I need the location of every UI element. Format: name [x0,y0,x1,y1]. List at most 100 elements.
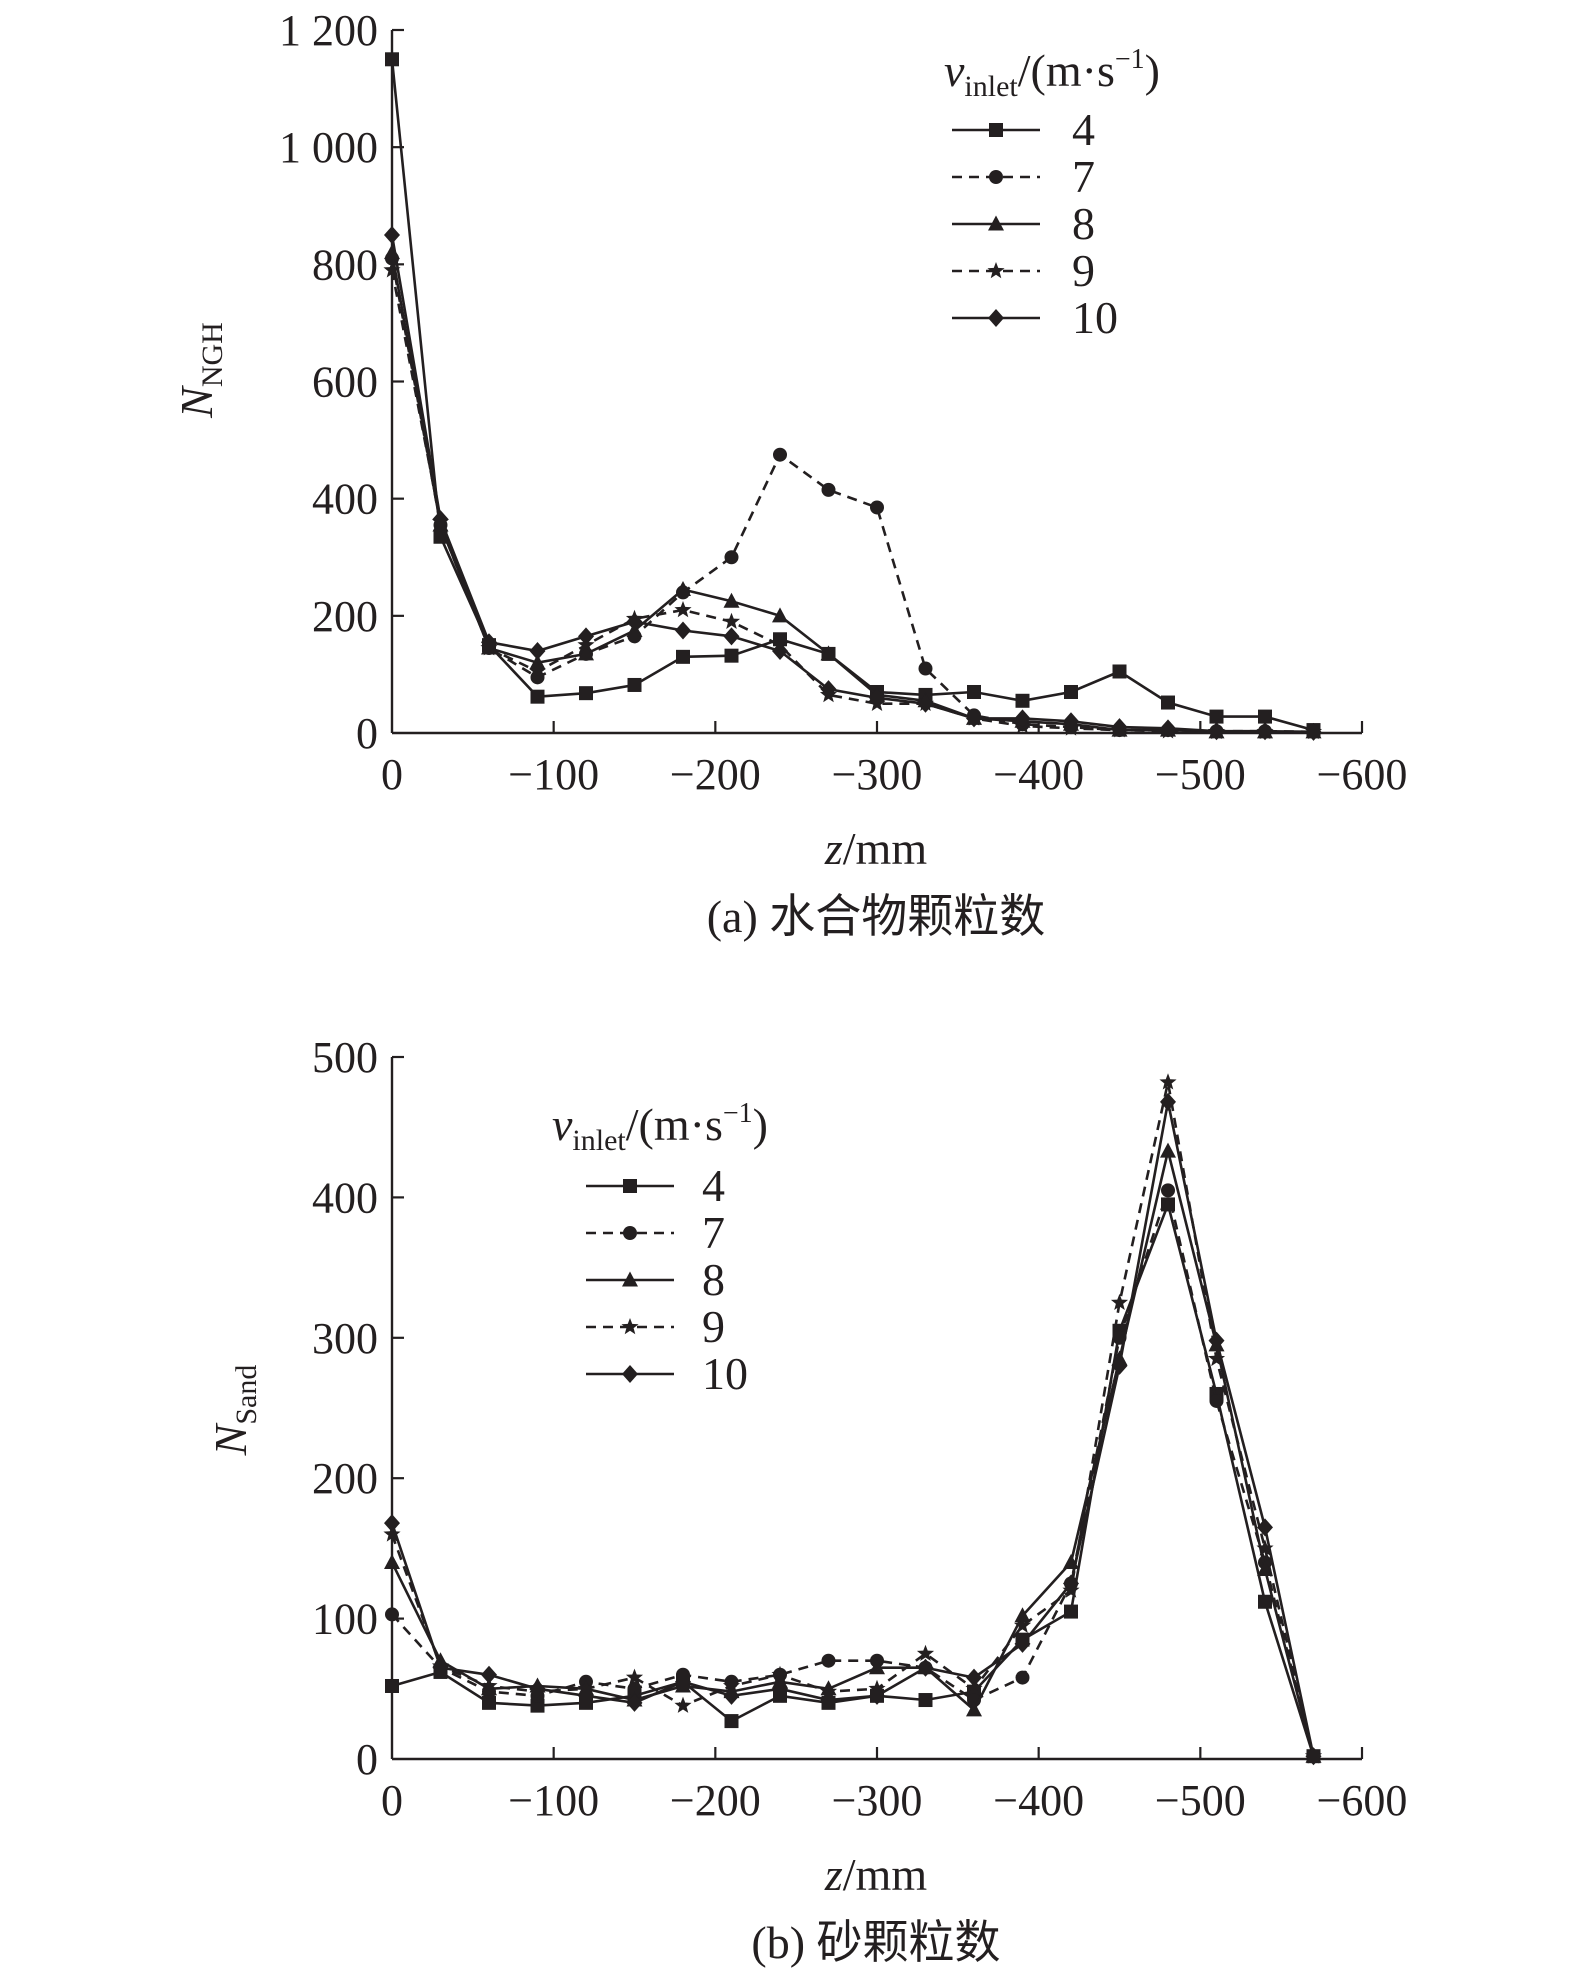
legend-title-sup-b: −1 [723,1098,753,1129]
x-axis-title-a: z/mm [824,823,927,874]
y-tick-label-a: 0 [356,709,378,758]
data-point-a-10 [1160,719,1176,738]
data-point-a-9 [722,612,741,629]
data-point-b-9 [916,1644,935,1661]
data-point-a-8 [384,244,400,260]
legend-marker-b-7 [623,1226,637,1240]
legend-label-a-7: 7 [1072,151,1095,202]
y-axis-var-b: N [205,1422,256,1456]
legend-marker-a-8 [988,215,1004,231]
x-tick-label-a: −300 [832,750,923,799]
y-tick-label-a: 200 [312,592,378,641]
data-point-a-10 [1063,712,1079,731]
data-point-a-9 [674,600,692,618]
data-point-b-4 [530,1698,545,1713]
data-point-b-7 [821,1653,836,1668]
data-point-b-8 [384,1553,400,1569]
data-point-a-7 [870,500,884,515]
axes-b [390,1057,1362,1761]
data-point-b-9 [965,1679,983,1697]
x-tick-label-a: −200 [670,750,761,799]
ticks-b: 0 100 200 300 400 500 0 −100 −200 −300 −400 −500 −60… [312,1033,1407,1825]
data-point-b-10 [820,1691,837,1710]
y-axis-sub-b: Sand [230,1365,263,1425]
data-point-b-10 [384,1514,400,1533]
data-point-a-9 [383,261,401,278]
legend-item-a-4: 4 [952,104,1095,155]
data-point-a-7 [918,661,933,676]
axes-a [390,30,1362,735]
series-line-a-7 [390,258,1314,734]
legend-title-b: vinlet/(m·s−1) [552,1098,768,1157]
data-point-a-7 [821,482,836,497]
data-point-b-9 [771,1665,789,1683]
legend-marker-a-10 [988,309,1004,327]
y-tick-label-a: 800 [312,240,378,289]
legend-marker-a-9 [987,262,1005,279]
data-point-b-9 [1207,1349,1226,1367]
data-point-a-10 [869,688,885,707]
series-line-b-10 [390,1101,1315,1757]
series-a-10 [384,226,1322,741]
data-point-a-4 [1209,709,1224,724]
data-point-b-9 [1159,1073,1177,1090]
x-axis-var-b: z [824,1849,843,1900]
data-point-b-8 [1014,1607,1031,1623]
data-point-a-10 [529,641,546,660]
series-b-8 [384,1142,1322,1763]
legend-item-a-9: 9 [952,245,1095,296]
x-tick-label-a: −400 [993,750,1084,799]
x-tick-label-a: −100 [508,750,599,799]
data-point-a-8 [772,607,788,623]
data-point-b-4 [724,1714,739,1729]
data-point-a-10 [917,694,934,713]
data-point-a-10 [772,641,788,660]
legend-title-a: vinlet/(m·s−1) [944,44,1160,103]
legend-label-a-8: 8 [1072,198,1095,249]
legend-marker-a-4 [989,123,1003,137]
x-axis-unit-b: /mm [843,1849,928,1900]
legend-item-a-10: 10 [952,292,1118,343]
caption-a: (a) 水合物颗粒数 [707,891,1046,942]
y-axis-title-b: NSand [205,1365,263,1457]
data-point-b-10 [1160,1092,1176,1111]
data-point-a-4 [1161,695,1175,710]
y-tick-label-a: 600 [312,358,378,407]
legend-marker-b-9 [621,1318,639,1335]
data-point-a-10 [626,612,643,631]
legend-marker-b-4 [623,1179,637,1193]
x-tick-label-a: 0 [381,750,403,799]
legend-label-a-10: 10 [1072,292,1118,343]
y-axis-title-a: NNGH [171,322,229,419]
series-group-b [383,1073,1323,1766]
y-axis-sub-a: NGH [196,322,229,387]
data-point-a-9 [528,662,547,679]
series-a-4 [385,52,1321,738]
series-line-b-7 [391,1185,1315,1757]
legend-item-b-10: 10 [586,1348,748,1399]
data-point-b-10 [869,1686,885,1705]
data-point-a-4 [967,684,981,699]
data-point-b-10 [966,1668,982,1687]
data-point-b-8 [869,1659,885,1675]
data-point-b-10 [529,1679,546,1698]
data-point-b-7 [627,1681,642,1696]
data-point-a-8 [723,592,740,608]
data-point-b-10 [1111,1356,1128,1375]
svg-text:NNGH: NNGH [171,322,229,419]
data-point-b-7 [1209,1393,1224,1408]
legend-label-b-8: 8 [702,1254,725,1305]
data-point-a-4 [1015,693,1030,708]
data-point-a-4 [385,52,399,67]
data-point-b-10 [675,1672,691,1691]
data-point-a-4 [724,648,739,663]
data-point-b-9 [722,1676,741,1694]
x-axis-var-a: z [824,823,843,874]
data-point-b-7 [1161,1183,1175,1198]
series-b-10 [384,1092,1322,1766]
data-point-b-10 [723,1686,740,1705]
legend-title-close-b: ) [753,1099,768,1150]
data-point-b-7 [385,1607,399,1622]
series-a-9 [383,261,1323,740]
